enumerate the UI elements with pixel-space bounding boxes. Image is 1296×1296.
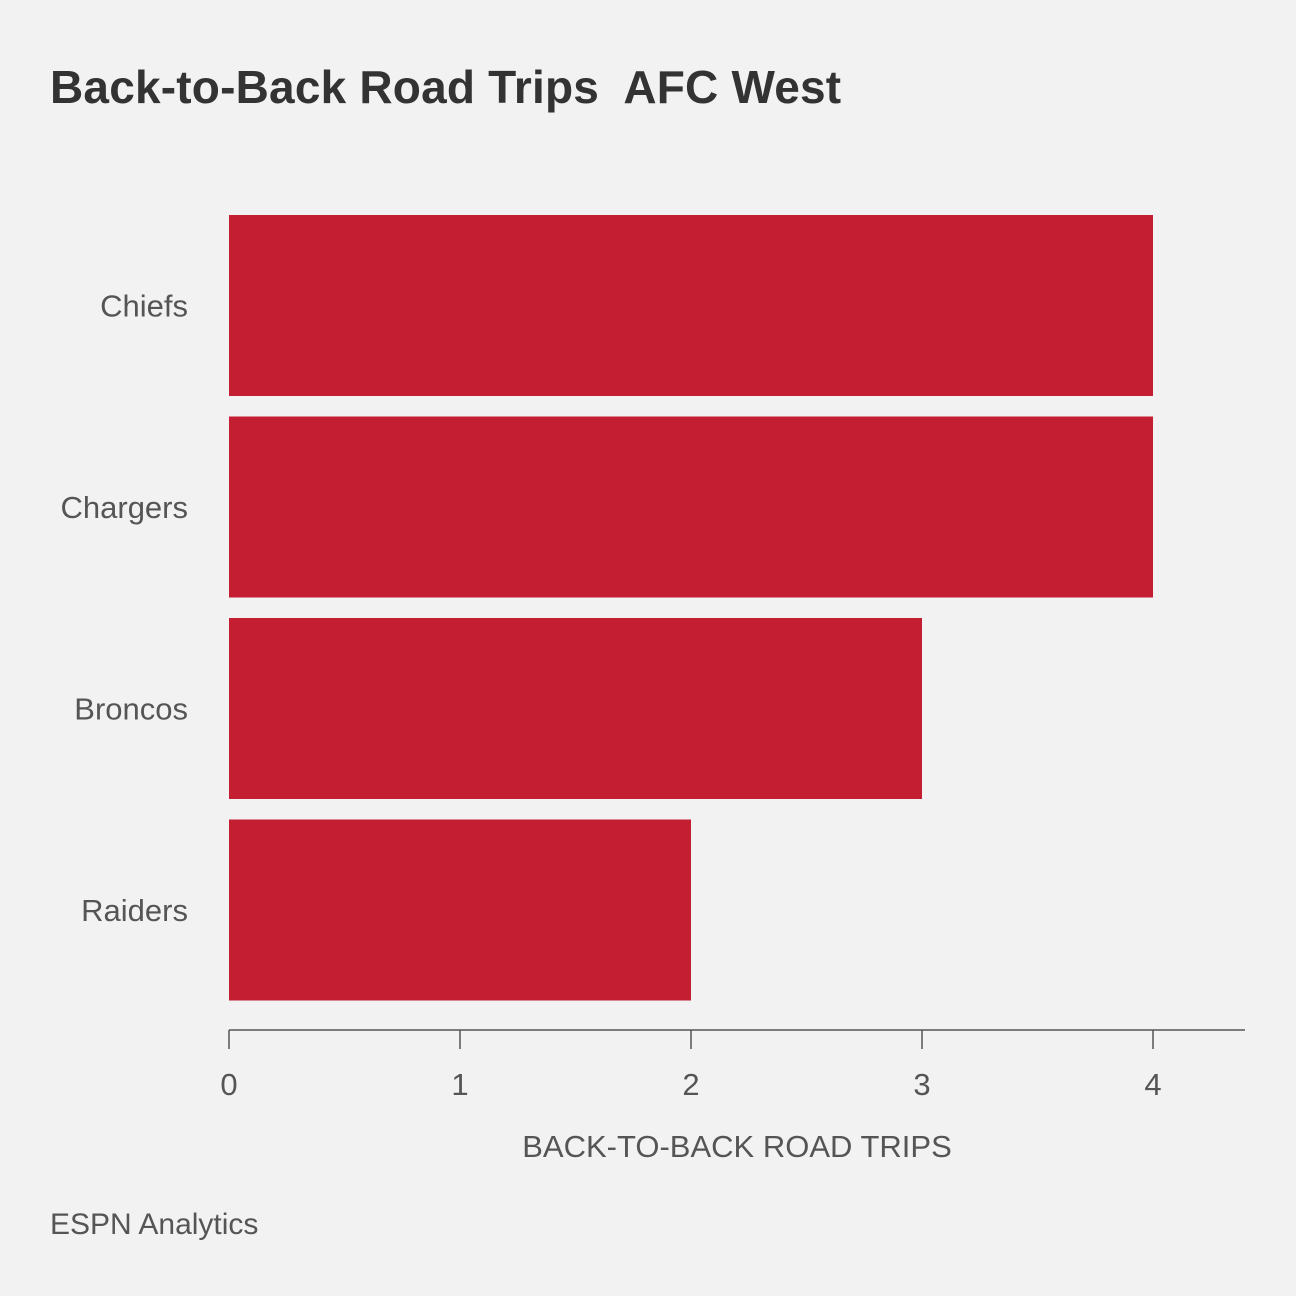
x-tick-label-0: 0: [220, 1067, 237, 1102]
bar-chargers: [229, 416, 1153, 598]
x-axis-title: BACK-TO-BACK ROAD TRIPS: [522, 1129, 952, 1164]
category-label-broncos: Broncos: [74, 692, 188, 727]
category-labels: Chiefs Chargers Broncos Raiders: [61, 289, 189, 929]
source-credit: ESPN Analytics: [50, 1208, 259, 1241]
chart-title: Back-to-Back Road Trips AFC West: [50, 61, 842, 113]
bars-layer: [229, 215, 1153, 1001]
bar-broncos: [229, 618, 922, 799]
category-label-chargers: Chargers: [61, 490, 189, 525]
x-tick-label-2: 2: [682, 1067, 699, 1102]
x-tick-label-4: 4: [1144, 1067, 1161, 1102]
category-label-chiefs: Chiefs: [100, 289, 188, 324]
bar-raiders: [229, 819, 691, 1001]
x-tick-label-1: 1: [451, 1067, 468, 1102]
bar-chiefs: [229, 215, 1153, 396]
category-label-raiders: Raiders: [81, 893, 188, 928]
x-tick-label-3: 3: [913, 1067, 930, 1102]
x-axis: 0 1 2 3 4: [220, 1029, 1245, 1102]
